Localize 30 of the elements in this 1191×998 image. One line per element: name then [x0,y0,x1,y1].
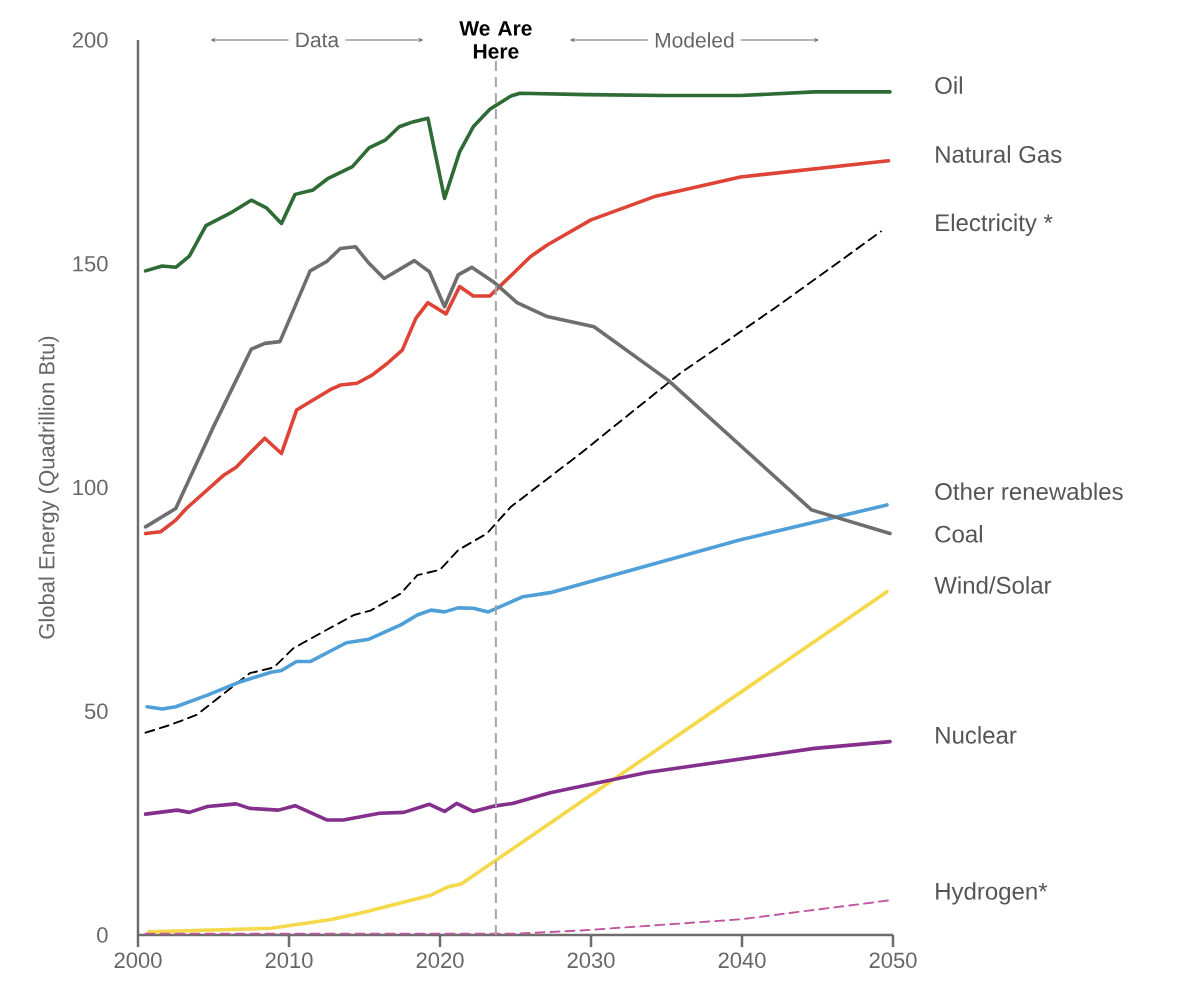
x-tick-label: 2010 [265,952,313,969]
line-series [143,244,892,536]
series-label: Nuclear [936,726,1017,744]
annotation: Modeled [655,32,734,48]
ref-line-label: We Are Here [459,21,532,59]
y-tick-label: 100 [73,479,108,496]
line-series [143,739,892,822]
x-tick-label: 2050 [869,952,917,969]
text: Other renewables [935,482,1123,501]
line-series [143,159,891,536]
y-tick-label: 50 [84,703,108,720]
y-tick-label: 0 [97,927,108,943]
annotation: Data [296,32,340,48]
series-label: Wind/Solar [934,576,1052,594]
y-tick-label: 200 [72,32,108,48]
x-tick-label: 2020 [416,952,464,969]
x-tick-label: 2040 [718,952,766,969]
y-axis-title: Global Energy (Quadrillion Btu) [38,336,59,639]
series-label: Natural Gas [936,145,1062,163]
series-label: Hydrogen* [936,882,1048,905]
y-tick-label: 150 [73,255,108,272]
text: Electricity * [936,213,1053,236]
line-series [146,589,889,934]
x-tick-label: 2030 [567,952,615,969]
series-label: Coal [935,524,982,543]
line-series [144,230,882,734]
series-label: Oil [935,76,962,94]
line-series [143,90,892,273]
x-tick-label: 2000 [114,952,162,969]
line-series [145,503,889,711]
